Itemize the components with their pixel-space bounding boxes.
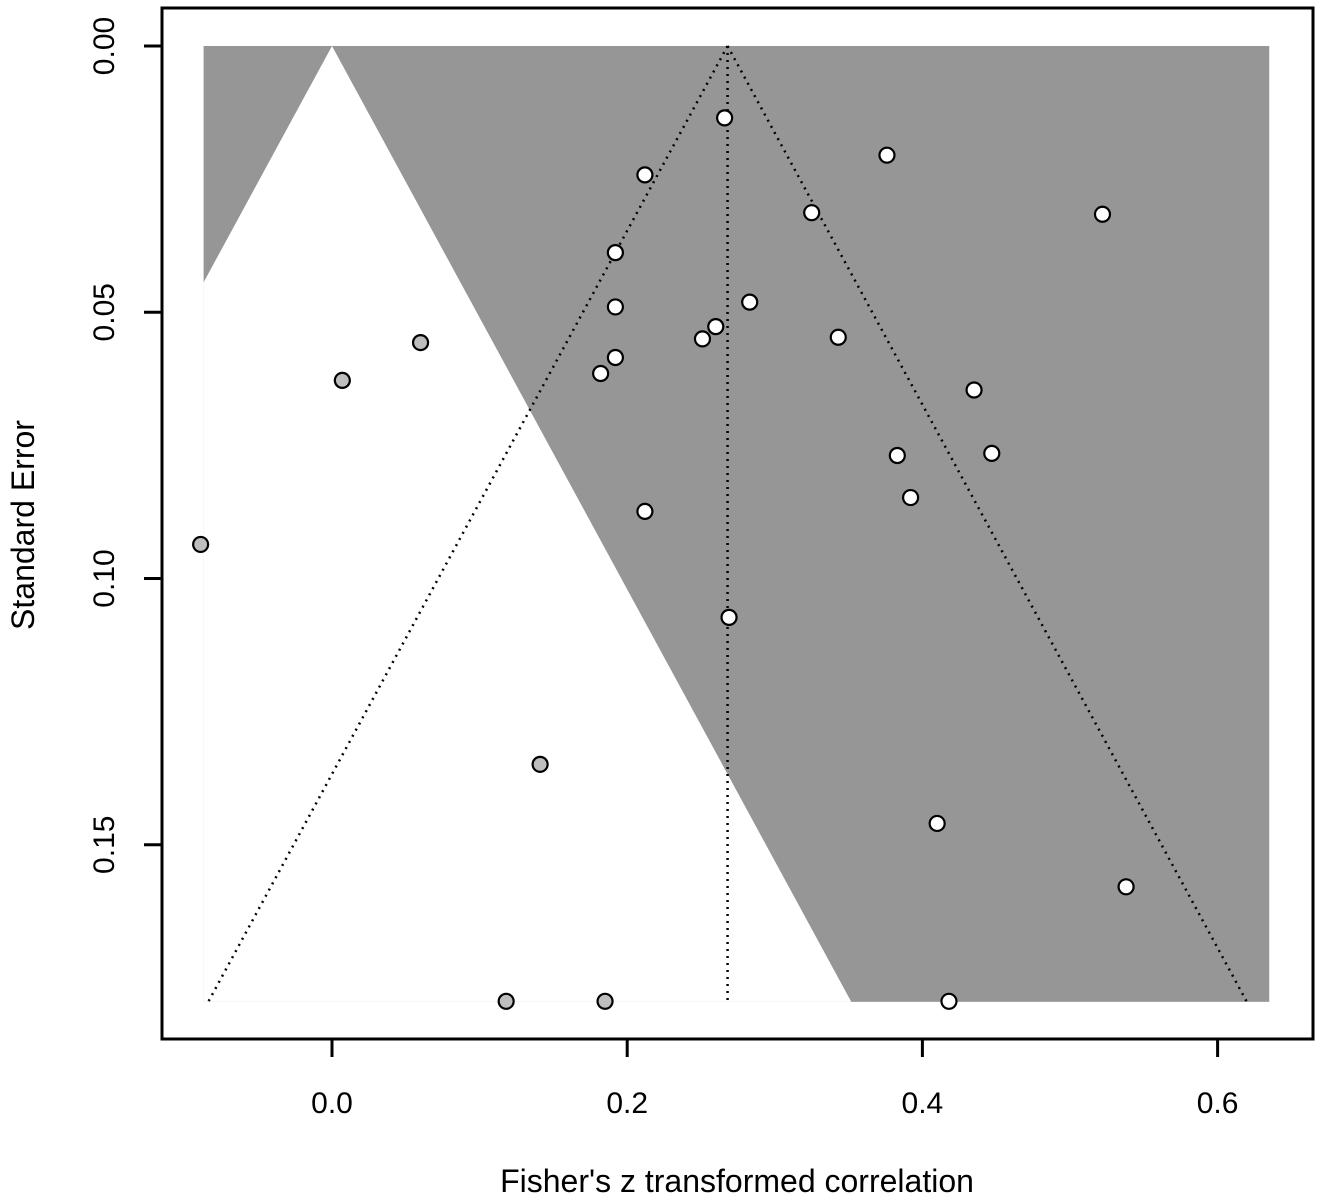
imputed-point bbox=[192, 535, 210, 554]
observed-point bbox=[983, 444, 1001, 462]
observed-point bbox=[878, 146, 896, 164]
imputed-point bbox=[497, 992, 515, 1010]
imputed-point bbox=[333, 371, 351, 390]
observed-point bbox=[803, 204, 821, 222]
observed-point bbox=[636, 166, 654, 184]
observed-point bbox=[829, 328, 847, 346]
x-tick-label: 0.2 bbox=[606, 1087, 648, 1120]
imputed-point bbox=[411, 334, 430, 352]
observed-point bbox=[928, 814, 946, 833]
observed-point bbox=[606, 298, 624, 316]
observed-point bbox=[716, 109, 734, 127]
nonsignificance-triangle bbox=[203, 46, 852, 1002]
x-tick-label: 0.6 bbox=[1197, 1087, 1239, 1120]
observed-point bbox=[1093, 205, 1112, 223]
observed-point bbox=[741, 293, 759, 311]
x-tick-label: 0.0 bbox=[311, 1087, 353, 1120]
observed-point bbox=[636, 502, 654, 521]
observed-point bbox=[940, 992, 958, 1010]
observed-point bbox=[707, 318, 725, 336]
x-axis: 0.0 0.2 0.4 0.6 bbox=[311, 1037, 1239, 1120]
y-axis: 0.00 0.05 0.10 0.15 bbox=[88, 17, 164, 874]
imputed-point bbox=[531, 755, 549, 773]
imputed-point bbox=[596, 992, 614, 1010]
observed-point bbox=[965, 381, 983, 399]
x-axis-title: Fisher's z transformed correlation bbox=[500, 1163, 974, 1199]
observed-point bbox=[720, 608, 738, 626]
observed-point bbox=[606, 348, 624, 367]
observed-point bbox=[901, 488, 920, 507]
observed-point bbox=[592, 364, 610, 383]
observed-point bbox=[1117, 878, 1135, 896]
y-tick-label: 0.00 bbox=[88, 17, 121, 75]
y-tick-label: 0.10 bbox=[88, 549, 121, 607]
observed-point bbox=[606, 244, 624, 262]
observed-point bbox=[693, 330, 712, 348]
y-tick-label: 0.05 bbox=[88, 283, 121, 341]
observed-point bbox=[888, 446, 906, 465]
x-tick-label: 0.4 bbox=[902, 1087, 944, 1120]
y-tick-label: 0.15 bbox=[88, 816, 121, 874]
y-axis-title: Standard Error bbox=[5, 420, 41, 630]
plot-layer bbox=[192, 45, 1270, 1010]
